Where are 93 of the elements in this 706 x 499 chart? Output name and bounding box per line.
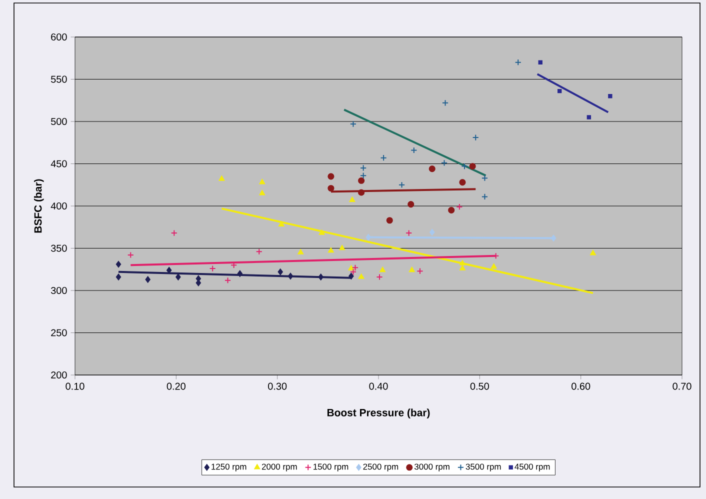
point xyxy=(127,252,134,258)
point xyxy=(358,177,365,184)
point xyxy=(490,264,497,269)
point xyxy=(196,280,202,286)
legend-label: 2500 rpm xyxy=(363,464,398,472)
point xyxy=(328,173,334,180)
y-tick-label: 350 xyxy=(50,244,67,252)
y-axis-title: BSFC (bar) xyxy=(34,179,44,233)
point xyxy=(481,174,488,182)
point xyxy=(209,265,216,272)
x-tick-label: 0.30 xyxy=(268,382,287,390)
point xyxy=(538,60,542,64)
point xyxy=(460,260,466,266)
point xyxy=(416,268,424,274)
point xyxy=(170,230,178,236)
y-tick-label: 450 xyxy=(50,160,67,168)
point xyxy=(259,190,266,196)
x-tick-label: 0.10 xyxy=(66,382,84,390)
point xyxy=(461,162,468,170)
point xyxy=(558,88,562,94)
y-tick-label: 550 xyxy=(51,76,67,83)
point xyxy=(428,166,436,172)
point xyxy=(410,146,418,154)
point xyxy=(218,176,225,181)
point xyxy=(256,248,262,255)
x-tick-label: 0.20 xyxy=(166,382,186,390)
point xyxy=(481,193,488,200)
point xyxy=(469,162,476,170)
point xyxy=(358,189,365,196)
point xyxy=(590,250,596,256)
point xyxy=(380,154,387,162)
x-tick-label: 0.50 xyxy=(470,382,489,390)
legend-label: 3500 rpm xyxy=(466,464,501,472)
point xyxy=(376,274,383,280)
point xyxy=(237,270,242,277)
legend-label: 1250 rpm xyxy=(212,464,246,472)
point xyxy=(259,179,266,184)
point xyxy=(380,266,386,272)
point xyxy=(448,206,455,214)
point xyxy=(406,230,412,236)
point xyxy=(278,268,283,276)
point xyxy=(472,134,479,141)
y-tick-label: 500 xyxy=(51,118,67,126)
point xyxy=(459,179,466,186)
point xyxy=(360,164,367,172)
point xyxy=(350,120,356,128)
point xyxy=(348,272,354,280)
x-axis-title: Boost Pressure (bar) xyxy=(327,408,430,418)
point xyxy=(352,264,359,271)
point xyxy=(328,184,334,192)
point xyxy=(116,274,122,280)
point xyxy=(430,228,435,236)
y-tick-label: 300 xyxy=(50,286,67,294)
point xyxy=(460,265,466,270)
point xyxy=(440,160,448,166)
point xyxy=(550,234,556,242)
point xyxy=(318,230,325,235)
point xyxy=(408,201,414,208)
point xyxy=(456,204,463,210)
legend-label: 2000 rpm xyxy=(262,464,297,472)
point xyxy=(349,196,356,202)
point xyxy=(350,268,356,276)
x-tick-label: 0.60 xyxy=(572,382,590,390)
point xyxy=(328,247,334,253)
point xyxy=(608,94,612,98)
point xyxy=(288,272,294,280)
point xyxy=(586,115,592,120)
x-tick-label: 0.40 xyxy=(369,382,388,390)
point xyxy=(298,249,304,254)
point xyxy=(366,234,371,241)
point xyxy=(358,274,364,279)
point xyxy=(116,261,122,268)
x-tick-label: 0.70 xyxy=(672,382,692,390)
legend-label: 4500 rpm xyxy=(514,464,550,472)
point xyxy=(386,217,393,224)
point xyxy=(442,100,449,106)
point xyxy=(145,276,150,283)
point xyxy=(318,274,324,280)
point xyxy=(408,266,415,272)
y-tick-label: 200 xyxy=(51,371,67,379)
legend-label: 1500 rpm xyxy=(314,464,348,472)
point xyxy=(278,221,284,226)
point xyxy=(339,244,345,250)
point xyxy=(360,172,367,179)
y-tick-label: 600 xyxy=(51,33,67,41)
point xyxy=(176,274,181,280)
point xyxy=(398,182,406,188)
point xyxy=(224,277,232,284)
y-tick-label: 250 xyxy=(51,329,67,336)
legend-label: 3000 rpm xyxy=(414,464,450,472)
y-tick-label: 400 xyxy=(50,202,67,210)
point xyxy=(348,265,354,270)
point xyxy=(514,59,522,66)
